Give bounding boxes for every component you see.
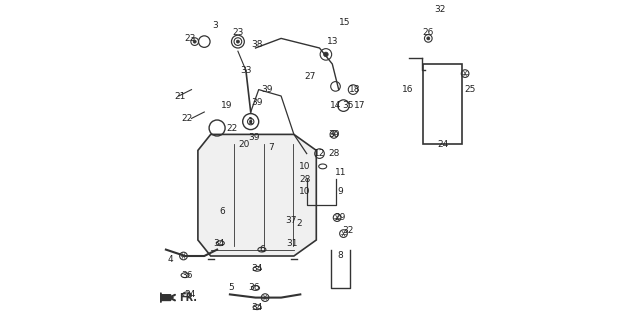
Text: 20: 20 (238, 140, 250, 148)
Text: 9: 9 (337, 188, 343, 196)
Circle shape (193, 40, 196, 43)
Text: 23: 23 (184, 34, 196, 43)
Text: 15: 15 (339, 18, 351, 27)
Bar (424, 64, 462, 144)
Text: 10: 10 (299, 162, 311, 171)
Text: 28: 28 (300, 175, 311, 184)
Text: 14: 14 (330, 101, 341, 110)
Text: 2: 2 (296, 220, 302, 228)
Text: 34: 34 (184, 290, 196, 299)
Text: 8: 8 (337, 252, 343, 260)
Text: 7: 7 (268, 143, 274, 152)
Text: 22: 22 (181, 114, 192, 123)
Text: 39: 39 (248, 133, 259, 142)
Text: 32: 32 (343, 226, 354, 235)
Circle shape (323, 52, 328, 57)
Text: 17: 17 (354, 101, 366, 110)
Text: 25: 25 (464, 85, 475, 94)
Text: 12: 12 (314, 149, 325, 158)
Text: 35: 35 (343, 101, 354, 110)
Text: 4: 4 (168, 255, 174, 264)
Text: 11: 11 (335, 168, 346, 177)
Text: 32: 32 (434, 5, 445, 14)
Text: 38: 38 (251, 40, 263, 49)
Text: 26: 26 (422, 28, 434, 36)
Text: 39: 39 (251, 98, 263, 107)
Text: 6: 6 (219, 207, 225, 216)
Text: 36: 36 (181, 271, 192, 280)
Circle shape (236, 40, 240, 43)
Text: 34: 34 (251, 303, 263, 312)
Text: 21: 21 (174, 92, 186, 100)
Text: 3: 3 (213, 21, 219, 30)
Text: 18: 18 (349, 85, 360, 94)
Text: 23: 23 (232, 28, 243, 36)
Text: 31: 31 (286, 239, 298, 248)
Text: 13: 13 (327, 37, 338, 46)
Text: 24: 24 (437, 140, 449, 148)
Text: 5: 5 (229, 284, 235, 292)
Text: 6: 6 (259, 245, 265, 254)
Text: 33: 33 (240, 66, 252, 75)
Text: 37: 37 (285, 216, 296, 225)
Text: 16: 16 (402, 85, 413, 94)
Text: 28: 28 (328, 149, 339, 158)
FancyArrow shape (157, 293, 171, 302)
Text: FR.: FR. (179, 292, 197, 303)
Text: 39: 39 (261, 85, 272, 94)
Text: 30: 30 (328, 130, 340, 139)
Text: 10: 10 (299, 188, 311, 196)
Text: 27: 27 (304, 72, 316, 81)
Text: 29: 29 (335, 213, 346, 222)
PathPatch shape (198, 134, 316, 256)
Text: 19: 19 (221, 101, 233, 110)
Circle shape (427, 37, 430, 40)
Text: 34: 34 (251, 264, 263, 273)
Text: 34: 34 (213, 239, 224, 248)
Text: 1: 1 (248, 117, 254, 126)
Text: 36: 36 (248, 284, 259, 292)
Circle shape (249, 120, 252, 123)
Text: 22: 22 (226, 124, 237, 132)
